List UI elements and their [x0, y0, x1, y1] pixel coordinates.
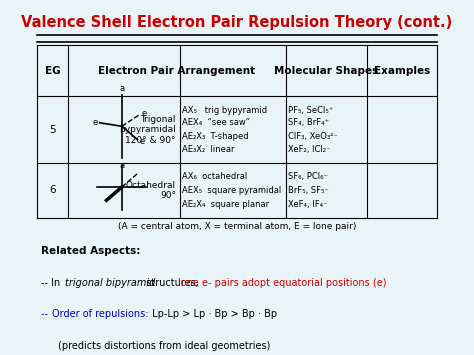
- Text: BrF₅, SF₅⁻: BrF₅, SF₅⁻: [288, 186, 328, 195]
- Text: Valence Shell Electron Pair Repulsion Theory (cont.): Valence Shell Electron Pair Repulsion Th…: [21, 16, 453, 31]
- Text: e: e: [92, 118, 98, 126]
- Text: AX₆  octahedral: AX₆ octahedral: [182, 172, 247, 181]
- Text: Electron Pair Arrangement: Electron Pair Arrangement: [99, 66, 255, 76]
- Text: AE₂X₃  T-shaped: AE₂X₃ T-shaped: [182, 132, 249, 141]
- Text: XeF₂, ICl₂⁻: XeF₂, ICl₂⁻: [288, 144, 330, 154]
- Text: AEX₄  “see saw”: AEX₄ “see saw”: [182, 118, 250, 127]
- Text: (predicts distortions from ideal geometries): (predicts distortions from ideal geometr…: [58, 341, 270, 351]
- Text: AE₂X₄  square planar: AE₂X₄ square planar: [182, 200, 269, 209]
- Text: 6: 6: [49, 185, 56, 196]
- Text: Examples: Examples: [374, 66, 430, 76]
- Text: EG: EG: [45, 66, 61, 76]
- Text: structures,: structures,: [143, 278, 201, 288]
- Text: Order of repulsions:: Order of repulsions:: [53, 309, 149, 319]
- Text: AE₃X₂  linear: AE₃X₂ linear: [182, 144, 235, 154]
- Text: (A = central atom, X = terminal atom, E = lone pair): (A = central atom, X = terminal atom, E …: [118, 222, 356, 231]
- Text: e: e: [141, 109, 146, 118]
- Text: 5: 5: [49, 125, 56, 135]
- Text: -- In: -- In: [42, 278, 64, 288]
- Text: PF₅, SeCl₅⁺: PF₅, SeCl₅⁺: [288, 106, 333, 115]
- Text: Molecular Shapes: Molecular Shapes: [274, 66, 379, 76]
- Text: Related Aspects:: Related Aspects:: [42, 246, 141, 256]
- Text: SF₆, PCl₆⁻: SF₆, PCl₆⁻: [288, 172, 328, 181]
- Text: e: e: [139, 137, 145, 146]
- Text: --: --: [42, 309, 52, 319]
- Text: SF₄, BrF₄⁺: SF₄, BrF₄⁺: [288, 118, 329, 127]
- Text: ClF₃, XeO₃²⁻: ClF₃, XeO₃²⁻: [288, 132, 337, 141]
- Text: trigonal bipyramid: trigonal bipyramid: [65, 278, 155, 288]
- Text: Trigonal
bypyramidal
120° & 90°: Trigonal bypyramidal 120° & 90°: [119, 115, 176, 145]
- Text: a: a: [119, 84, 125, 93]
- Text: XeF₄, IF₄⁻: XeF₄, IF₄⁻: [288, 200, 328, 209]
- Text: lone e- pairs adopt equatorial positions (e): lone e- pairs adopt equatorial positions…: [178, 278, 386, 288]
- Text: Lp-Lp > Lp · Bp > Bp · Bp: Lp-Lp > Lp · Bp > Bp · Bp: [149, 309, 277, 319]
- Text: a: a: [119, 161, 125, 170]
- Text: AX₅   trig bypyramid: AX₅ trig bypyramid: [182, 106, 267, 115]
- Text: AEX₅  square pyramidal: AEX₅ square pyramidal: [182, 186, 281, 195]
- Text: Octahedral
90°: Octahedral 90°: [126, 181, 176, 200]
